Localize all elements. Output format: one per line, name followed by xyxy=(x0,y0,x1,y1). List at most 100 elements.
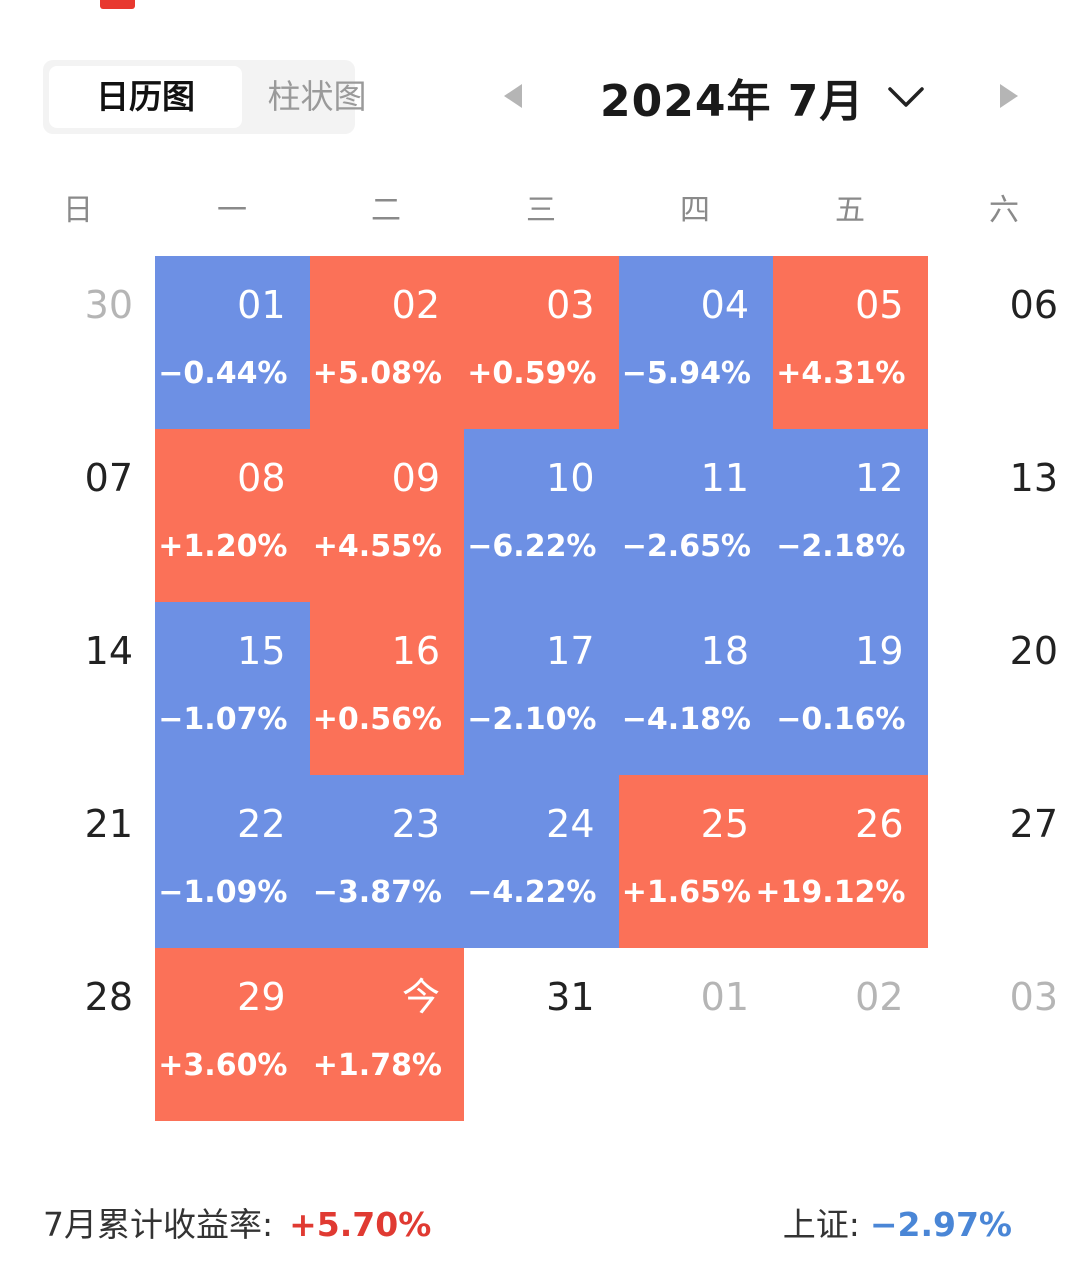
weekday-label: 六 xyxy=(989,193,1019,228)
day-number: 04 xyxy=(700,283,749,327)
day-number: 22 xyxy=(237,802,286,846)
calendar-day-cell[interactable]: 06 xyxy=(928,256,1080,429)
day-return: −3.87% xyxy=(312,875,442,910)
day-number: 23 xyxy=(391,802,440,846)
day-return: −2.18% xyxy=(776,529,906,564)
day-number: 02 xyxy=(855,975,904,1019)
calendar-day-cell[interactable]: 03 xyxy=(928,948,1080,1121)
cumulative-return-label: 7月累计收益率: xyxy=(43,1205,274,1244)
calendar-day-cell[interactable]: 27 xyxy=(928,775,1080,948)
calendar-day-cell[interactable]: 19 −0.16% xyxy=(773,602,928,775)
calendar-day-cell[interactable]: 23 −3.87% xyxy=(309,775,464,948)
day-number: 02 xyxy=(391,283,440,327)
cumulative-return-value: +5.70% xyxy=(289,1205,432,1244)
calendar-day-cell[interactable]: 02 +5.08% xyxy=(309,256,464,429)
calendar-day-cell[interactable]: 28 xyxy=(0,948,155,1121)
calendar-day-cell[interactable]: 10 −6.22% xyxy=(464,429,619,602)
day-return: +4.55% xyxy=(312,529,442,564)
day-return: +1.20% xyxy=(158,529,288,564)
day-number: 16 xyxy=(391,629,440,673)
day-return: +0.56% xyxy=(312,702,442,737)
month-title: 2024年 7月 xyxy=(600,76,865,127)
calendar-day-cell[interactable]: 17 −2.10% xyxy=(464,602,619,775)
day-number: 03 xyxy=(546,283,595,327)
calendar-day-cell[interactable]: 14 xyxy=(0,602,155,775)
calendar-view-button[interactable]: 日历图 xyxy=(49,66,242,128)
day-number: 11 xyxy=(700,456,749,500)
calendar-day-cell[interactable]: 13 xyxy=(928,429,1080,602)
calendar-day-cell[interactable]: 16 +0.56% xyxy=(309,602,464,775)
calendar-day-cell[interactable]: 20 xyxy=(928,602,1080,775)
day-return: −1.07% xyxy=(158,702,288,737)
bar-chart-view-button[interactable]: 柱状图 xyxy=(267,77,367,116)
day-return: +5.08% xyxy=(312,356,442,391)
calendar-day-cell[interactable]: 18 −4.18% xyxy=(618,602,773,775)
day-number: 10 xyxy=(546,456,595,500)
day-return: +19.12% xyxy=(755,875,906,910)
calendar-day-cell[interactable]: 今 +1.78% xyxy=(309,948,464,1121)
day-return: +1.78% xyxy=(312,1048,442,1083)
day-number: 06 xyxy=(1009,283,1058,327)
calendar-day-cell[interactable]: 11 −2.65% xyxy=(618,429,773,602)
calendar-day-cell[interactable]: 25 +1.65% xyxy=(618,775,773,948)
day-number: 19 xyxy=(855,629,904,673)
day-number: 15 xyxy=(237,629,286,673)
weekday-label: 三 xyxy=(526,193,556,228)
weekday-label: 四 xyxy=(680,193,710,228)
day-number: 07 xyxy=(84,456,133,500)
calendar-day-cell[interactable]: 04 −5.94% xyxy=(618,256,773,429)
calendar-day-cell[interactable]: 22 −1.09% xyxy=(155,775,310,948)
day-return: −5.94% xyxy=(621,356,751,391)
calendar-day-cell[interactable]: 05 +4.31% xyxy=(773,256,928,429)
day-number: 30 xyxy=(84,283,133,327)
calendar-day-cell[interactable]: 24 −4.22% xyxy=(464,775,619,948)
day-number: 01 xyxy=(700,975,749,1019)
weekday-label: 一 xyxy=(217,193,247,228)
day-return: −6.22% xyxy=(467,529,597,564)
weekday-label: 二 xyxy=(371,193,401,228)
calendar-day-cell[interactable]: 03 +0.59% xyxy=(464,256,619,429)
day-return: −1.09% xyxy=(158,875,288,910)
calendar-day-cell[interactable]: 02 xyxy=(773,948,928,1121)
triangle-left-icon[interactable] xyxy=(498,78,528,114)
day-number: 05 xyxy=(855,283,904,327)
day-number: 27 xyxy=(1009,802,1058,846)
calendar-day-cell[interactable]: 31 xyxy=(464,948,619,1121)
day-number: 25 xyxy=(700,802,749,846)
weekday-label: 五 xyxy=(835,193,865,228)
calendar-day-cell[interactable]: 07 xyxy=(0,429,155,602)
calendar-day-cell[interactable]: 29 +3.60% xyxy=(155,948,310,1121)
day-return: −4.22% xyxy=(467,875,597,910)
index-return: 上证: −2.97% xyxy=(783,1198,1012,1246)
day-return: −2.65% xyxy=(621,529,751,564)
day-return: −4.18% xyxy=(621,702,751,737)
day-return: +0.59% xyxy=(467,356,597,391)
day-number: 14 xyxy=(84,629,133,673)
day-number: 09 xyxy=(391,456,440,500)
day-number: 08 xyxy=(237,456,286,500)
top-tab-indicator xyxy=(100,0,135,9)
calendar-day-cell[interactable]: 01 −0.44% xyxy=(155,256,310,429)
day-number: 03 xyxy=(1009,975,1058,1019)
calendar-day-cell[interactable]: 12 −2.18% xyxy=(773,429,928,602)
calendar-day-cell[interactable]: 08 +1.20% xyxy=(155,429,310,602)
weekday-label: 日 xyxy=(63,193,93,228)
day-return: −2.10% xyxy=(467,702,597,737)
calendar-day-cell[interactable]: 21 xyxy=(0,775,155,948)
day-return: +4.31% xyxy=(776,356,906,391)
index-return-value: −2.97% xyxy=(869,1205,1012,1244)
cumulative-return: 7月累计收益率: +5.70% xyxy=(43,1198,431,1246)
calendar-day-cell[interactable]: 30 xyxy=(0,256,155,429)
calendar-day-cell[interactable]: 01 xyxy=(619,948,774,1121)
day-number: 28 xyxy=(84,975,133,1019)
calendar-day-cell[interactable]: 09 +4.55% xyxy=(309,429,464,602)
month-picker[interactable]: 2024年 7月 xyxy=(600,66,926,128)
day-return: −0.16% xyxy=(776,702,906,737)
triangle-right-icon[interactable] xyxy=(994,78,1024,114)
calendar-day-cell[interactable]: 15 −1.07% xyxy=(155,602,310,775)
day-number: 01 xyxy=(237,283,286,327)
day-number: 17 xyxy=(546,629,595,673)
calendar-day-cell[interactable]: 26 +19.12% xyxy=(755,775,928,948)
index-return-label: 上证: xyxy=(782,1205,860,1244)
day-return: +1.65% xyxy=(621,875,751,910)
